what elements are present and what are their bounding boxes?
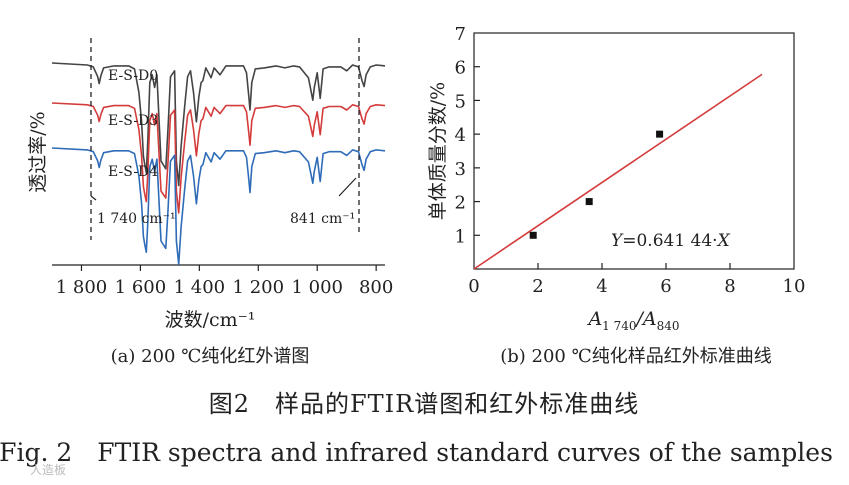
y-tick-label-b: 6 <box>455 58 466 79</box>
annotation-841: 841 cm⁻¹ <box>290 211 355 227</box>
x-tick-label-b: 2 <box>532 276 543 297</box>
panel-b-caption: (b) 200 ℃纯化样品红外标准曲线 <box>500 346 772 367</box>
x-tick-label-a: 1 200 <box>233 277 285 298</box>
panel-a-caption: (a) 200 ℃纯化红外谱图 <box>111 346 310 367</box>
data-point <box>585 198 593 206</box>
legend-label-e-s-d4: E-S-D4 <box>108 164 158 180</box>
x-tick-label-a: 1 600 <box>115 277 167 298</box>
series-line-e-s-d3 <box>51 102 386 214</box>
ftir-spectra-chart: 1 800 1 600 1 400 1 200 1 000 800 E-S-D0 E-S-… <box>27 38 393 367</box>
data-points <box>529 130 664 239</box>
series-line-e-s-d0 <box>51 62 386 187</box>
y-tick-label-b: 4 <box>455 125 466 146</box>
x-axis-a-ticks: 1 800 1 600 1 400 1 200 1 000 800 <box>56 265 393 298</box>
y-axis-label-a: 透过率/% <box>27 111 49 192</box>
legend-label-e-s-d0: E-S-D0 <box>108 68 158 84</box>
y-tick-label-b: 2 <box>455 193 466 214</box>
x-tick-label-b: 6 <box>660 276 671 297</box>
series-line-e-s-d4 <box>51 147 386 266</box>
x-tick-label-a: 1 400 <box>174 277 226 298</box>
legend-label-e-s-d3: E-S-D3 <box>108 113 158 129</box>
plot-frame-b <box>473 32 795 270</box>
x-tick-label-a: 1 000 <box>291 277 343 298</box>
annotation-arrow-841 <box>338 177 357 197</box>
fit-equation: Y=0.641 44·X <box>611 231 731 251</box>
y-axis-label-b: 单体质量分数/% <box>427 82 449 220</box>
y-tick-label-b: 3 <box>455 159 466 180</box>
x-tick-label-a: 800 <box>359 277 393 298</box>
x-axis-label-a: 波数/cm⁻¹ <box>165 309 256 331</box>
y-tick-label-b: 5 <box>455 91 466 112</box>
watermark: 人造板 <box>30 463 66 477</box>
y-tick-label-b: 1 <box>455 226 466 247</box>
annotation-1740: 1 740 cm⁻¹ <box>97 211 176 227</box>
x-tick-label-b: 0 <box>468 276 479 297</box>
x-axis-label-b: A1 740/A840 <box>586 308 679 333</box>
x-tick-label-b: 4 <box>596 276 607 297</box>
x-tick-label-b: 8 <box>724 276 735 297</box>
data-point <box>529 231 537 239</box>
figure-title-en: Fig. 2 FTIR spectra and infrared standar… <box>0 438 833 467</box>
figure-title-cn: 图2 样品的FTIR谱图和红外标准曲线 <box>209 390 639 418</box>
data-point <box>656 130 664 138</box>
x-tick-label-b: 10 <box>783 276 806 297</box>
fit-line <box>473 73 763 270</box>
annotation-arrow-1740 <box>90 195 97 201</box>
y-tick-label-b: 7 <box>455 24 466 45</box>
x-tick-label-a: 1 800 <box>56 277 108 298</box>
